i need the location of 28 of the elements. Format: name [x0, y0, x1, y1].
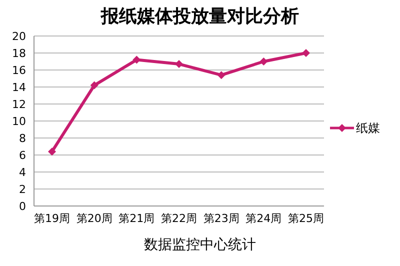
point	[48, 148, 56, 156]
y-tick-label: 8	[19, 132, 26, 145]
x-tick-label: 第23周	[203, 212, 240, 225]
point	[302, 49, 310, 57]
y-tick-label: 0	[19, 200, 26, 213]
point	[175, 60, 183, 68]
y-tick-label: 14	[12, 80, 26, 94]
chart-title: 报纸媒体投放量对比分析	[100, 5, 300, 28]
text: 数据监控中心统计	[143, 236, 257, 254]
x-tick-label: 第19周	[34, 212, 70, 225]
y-tick-label: 18	[12, 46, 26, 60]
x-tick-label: 第22周	[161, 212, 197, 225]
x-tick-label: 第25周	[288, 212, 324, 225]
y-tick-label: 20	[12, 30, 26, 43]
y-tick-label: 6	[19, 148, 26, 162]
y-tick-label: 4	[19, 166, 26, 179]
y-tick-label: 16	[12, 64, 26, 77]
legend-label: 纸媒	[356, 120, 380, 136]
point	[260, 58, 268, 66]
y-tick-label: 2	[19, 182, 26, 196]
y-tick-label: 10	[12, 114, 26, 128]
point	[132, 56, 141, 64]
x-tick-label: 第20周	[76, 212, 112, 225]
point	[90, 81, 98, 90]
x-tick-label: 第21周	[118, 212, 155, 225]
y-tick-label: 12	[12, 98, 26, 111]
point	[217, 71, 226, 80]
x-tick-label: 第24周	[246, 212, 282, 225]
